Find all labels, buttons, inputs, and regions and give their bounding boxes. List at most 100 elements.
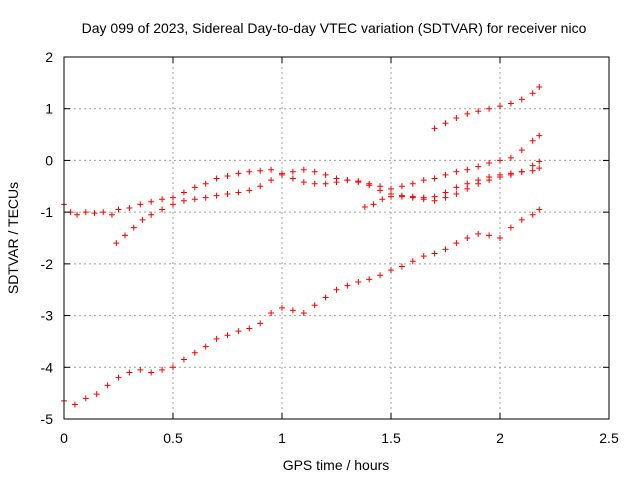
data-point	[518, 147, 525, 154]
data-point	[475, 230, 482, 237]
data-point	[289, 175, 296, 182]
data-point	[475, 163, 482, 170]
data-point	[442, 120, 449, 127]
data-point	[202, 194, 209, 201]
y-tick-labels: -5 -4 -3 -2 -1 0 1 2	[41, 49, 54, 427]
data-point	[464, 185, 471, 192]
y-tick-label: -1	[41, 204, 54, 220]
data-point	[71, 401, 78, 408]
data-point	[361, 203, 368, 210]
data-point	[170, 194, 176, 201]
data-point	[453, 184, 460, 191]
data-point	[366, 182, 373, 189]
data-point	[113, 240, 120, 247]
data-point	[246, 168, 253, 175]
data-point	[497, 103, 503, 110]
y-tick-label: 0	[45, 152, 53, 168]
data-point	[497, 157, 503, 164]
data-point	[507, 100, 514, 107]
data-point	[246, 325, 253, 332]
data-point	[442, 171, 449, 178]
data-point	[486, 160, 493, 167]
data-point	[268, 166, 275, 173]
data-point	[536, 132, 543, 139]
data-point	[507, 224, 514, 231]
data-point	[366, 276, 373, 283]
data-point	[507, 170, 514, 177]
x-tick-label: 0.5	[163, 430, 183, 446]
data-point	[536, 158, 543, 165]
x-axis-label: GPS time / hours	[283, 457, 390, 473]
y-tick-label: -3	[41, 308, 54, 324]
data-point	[268, 177, 275, 184]
data-point	[148, 211, 155, 218]
data-point	[137, 366, 144, 373]
data-point	[279, 304, 285, 311]
chart-title: Day 099 of 2023, Sidereal Day-to-day VTE…	[82, 20, 587, 36]
data-point	[536, 83, 543, 90]
data-point	[213, 335, 220, 342]
data-point	[235, 328, 242, 335]
data-point	[518, 96, 525, 103]
series-track-1	[61, 132, 543, 218]
data-point	[529, 90, 536, 97]
data-point	[464, 180, 471, 187]
data-point	[279, 171, 285, 178]
data-points	[61, 83, 543, 408]
data-point	[409, 180, 416, 187]
y-tick-label: 2	[45, 49, 53, 65]
data-point	[235, 189, 242, 196]
data-point	[398, 192, 405, 199]
data-point	[453, 240, 460, 247]
data-point	[148, 369, 155, 376]
data-point	[431, 175, 438, 182]
data-point	[377, 187, 384, 194]
data-point	[536, 206, 543, 213]
data-point	[377, 272, 384, 279]
x-tick-label: 0	[60, 430, 68, 446]
data-point	[289, 307, 296, 314]
data-point	[137, 201, 144, 208]
data-point	[388, 193, 394, 200]
data-point	[91, 210, 98, 217]
data-point	[268, 309, 275, 316]
data-point	[379, 196, 386, 203]
data-point	[431, 193, 438, 200]
data-point	[333, 286, 340, 293]
data-point	[453, 115, 460, 122]
data-point	[322, 171, 329, 178]
y-tick-label: 1	[45, 101, 53, 117]
data-point	[311, 168, 318, 175]
data-point	[82, 395, 89, 402]
data-point	[486, 173, 493, 180]
data-point	[536, 165, 543, 172]
series-track-5	[61, 206, 543, 408]
data-point	[388, 267, 394, 274]
x-tick-label: 1	[278, 430, 286, 446]
data-point	[126, 369, 133, 376]
series-track-3	[361, 165, 543, 210]
data-point	[409, 193, 416, 200]
data-point	[246, 187, 253, 194]
data-point	[420, 253, 427, 260]
data-point	[170, 201, 176, 208]
data-point	[475, 108, 482, 115]
data-point	[257, 320, 264, 327]
data-point	[507, 154, 514, 161]
data-point	[486, 232, 493, 239]
data-point	[191, 349, 198, 356]
data-point	[442, 189, 449, 196]
data-point	[130, 224, 137, 231]
data-point	[148, 198, 155, 205]
data-point	[115, 206, 122, 213]
plot-frame	[63, 56, 610, 420]
axis-ticks	[63, 56, 610, 420]
data-point	[431, 125, 438, 132]
data-point	[300, 309, 307, 316]
data-point	[464, 235, 471, 241]
x-tick-label: 2	[496, 430, 504, 446]
data-point	[180, 197, 187, 204]
data-point	[464, 110, 471, 117]
y-tick-label: -5	[41, 411, 54, 427]
